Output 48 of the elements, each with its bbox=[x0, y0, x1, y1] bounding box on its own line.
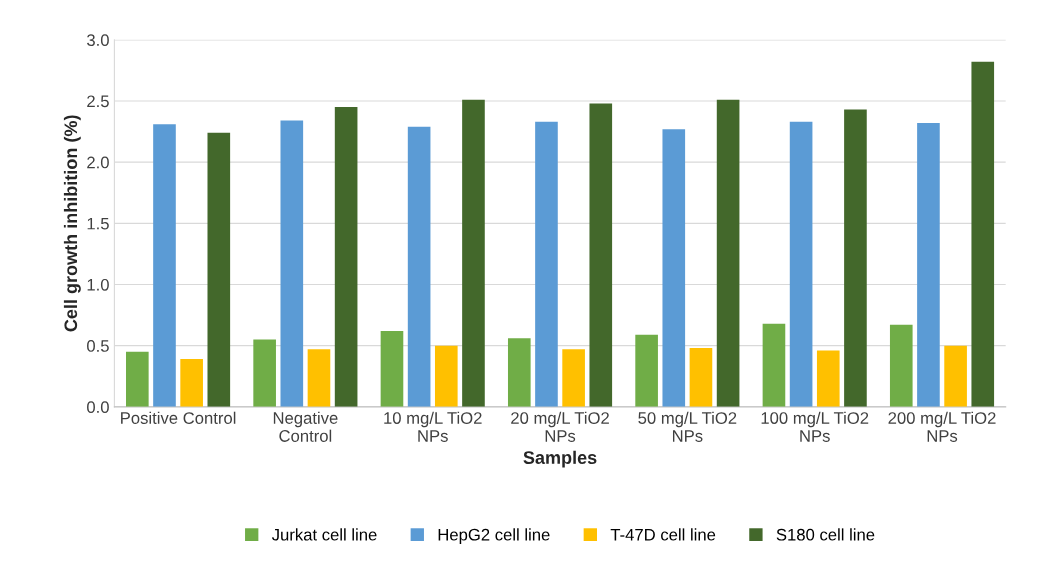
y-axis-title: Cell growth inhibition (%) bbox=[63, 115, 81, 332]
y-tick-label: 0.0 bbox=[87, 401, 109, 414]
x-tick-label: 50 mg/L TiO2 NPs bbox=[638, 411, 737, 442]
y-tick-label: 0.5 bbox=[87, 340, 109, 352]
y-tick-label: 1.5 bbox=[87, 217, 109, 230]
bar bbox=[535, 121, 558, 407]
bar bbox=[789, 121, 813, 407]
bar bbox=[462, 99, 485, 407]
bar bbox=[380, 330, 404, 407]
bar bbox=[816, 350, 840, 407]
bar bbox=[762, 323, 786, 407]
x-tick-label: 100 mg/L TiO2 NPs bbox=[761, 411, 869, 442]
bar bbox=[662, 129, 686, 407]
bar bbox=[589, 103, 613, 407]
bar bbox=[407, 126, 431, 407]
bar bbox=[917, 123, 940, 407]
bar bbox=[844, 109, 867, 407]
bar bbox=[889, 324, 913, 407]
bar bbox=[562, 349, 585, 407]
legend-label: Jurkat cell line bbox=[271, 528, 377, 541]
bar bbox=[971, 61, 995, 407]
legend-label: S180 cell line bbox=[776, 528, 875, 541]
y-tick-label: 3.0 bbox=[87, 34, 109, 47]
bar bbox=[126, 351, 149, 407]
bar bbox=[180, 359, 203, 407]
legend-label: T-47D cell line bbox=[610, 528, 716, 541]
bar bbox=[207, 132, 231, 407]
x-tick-label: Negative Control bbox=[273, 411, 338, 442]
bar bbox=[434, 345, 458, 407]
bar bbox=[716, 99, 740, 407]
legend-label: HepG2 cell line bbox=[438, 528, 550, 544]
x-tick-label: 20 mg/L TiO2 NPs bbox=[511, 411, 609, 442]
bar bbox=[153, 124, 176, 407]
bar bbox=[307, 349, 331, 407]
y-tick-label: 1.0 bbox=[87, 278, 109, 291]
y-tick-label: 2.5 bbox=[87, 95, 109, 108]
bar bbox=[280, 120, 304, 407]
bar bbox=[334, 107, 358, 407]
x-tick-label: 200 mg/L TiO2 NPs bbox=[888, 411, 996, 442]
bar bbox=[944, 345, 967, 407]
bar bbox=[507, 338, 531, 407]
bar bbox=[635, 334, 658, 407]
x-tick-label: 10 mg/L TiO2 NPs bbox=[384, 411, 482, 442]
x-axis-title: Samples bbox=[523, 450, 597, 468]
bar bbox=[253, 339, 276, 407]
y-tick-label: 2.0 bbox=[87, 156, 109, 169]
bar bbox=[689, 348, 713, 407]
x-tick-label: Positive Control bbox=[121, 411, 236, 424]
